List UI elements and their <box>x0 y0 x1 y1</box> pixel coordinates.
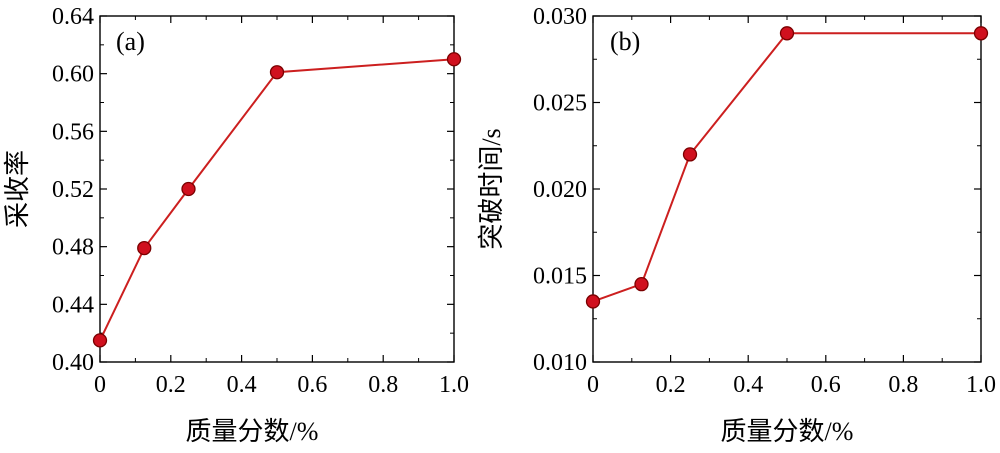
series-line <box>99 58 455 341</box>
data-point <box>181 181 196 197</box>
x-tick-label: 0.6 <box>811 372 841 398</box>
data-point <box>446 52 462 67</box>
y-tick-label: 0.56 <box>52 119 94 145</box>
chart-panel-b: 0.010 0.015 0.020 0.025 0.030 0 0.2 0.4 0.6 0.8 1… <box>477 4 996 446</box>
y-tick-label: 0.010 <box>533 350 587 376</box>
y-tick-label: 0.64 <box>52 4 94 30</box>
panel-label: (b) <box>610 27 640 56</box>
data-markers <box>92 52 462 348</box>
chart-panel-a: 0.400.440.480.520.560.600.64 0 0.2 0.4 0.6 0… <box>3 4 469 446</box>
tick-marks <box>592 15 982 363</box>
y-tick-label: 0.48 <box>52 235 94 261</box>
data-point <box>634 276 649 292</box>
y-tick-label: 0.025 <box>533 91 587 117</box>
series-line <box>592 32 981 303</box>
x-tick-labels: 0 0.2 0.4 0.6 0.8 1.0 <box>94 372 469 398</box>
x-tick-label: 0.4 <box>227 372 257 398</box>
y-tick-label: 0.40 <box>52 350 94 376</box>
y-tick-label: 0.030 <box>533 4 587 30</box>
data-point <box>779 26 795 41</box>
y-tick-label: 0.015 <box>533 264 587 290</box>
data-point <box>973 26 989 41</box>
y-tick-label: 0.60 <box>52 62 94 88</box>
x-tick-label: 0.2 <box>156 372 186 398</box>
y-tick-label: 0.44 <box>52 292 94 318</box>
data-point <box>682 147 698 162</box>
x-axis-title: 质量分数/% <box>186 417 319 446</box>
y-tick-labels: 0.010 0.015 0.020 0.025 0.030 <box>533 4 587 376</box>
data-point <box>269 65 285 80</box>
y-axis-title: 采收率 <box>3 150 32 228</box>
panel-label: (a) <box>116 27 145 56</box>
data-point <box>585 294 601 309</box>
tick-marks <box>99 15 455 363</box>
y-axis-title: 突破时间/s <box>477 128 506 249</box>
y-tick-label: 0.020 <box>533 177 587 203</box>
x-tick-label: 1.0 <box>966 372 996 398</box>
x-tick-label: 0.4 <box>733 372 763 398</box>
x-tick-labels: 0 0.2 0.4 0.6 0.8 1.0 <box>587 372 996 398</box>
y-tick-label: 0.52 <box>52 177 94 203</box>
x-tick-label: 0.2 <box>656 372 686 398</box>
x-tick-label: 1.0 <box>439 372 469 398</box>
x-tick-label: 0.8 <box>888 372 918 398</box>
data-point <box>137 240 152 256</box>
data-point <box>92 333 108 348</box>
x-axis-title: 质量分数/% <box>721 417 854 446</box>
data-markers <box>585 26 989 309</box>
y-tick-labels: 0.40 0.44 0.48 0.52 0.56 0.60 0.64 <box>52 4 94 376</box>
x-tick-label: 0 <box>94 372 106 398</box>
plot-frame <box>592 15 982 363</box>
x-tick-label: 0 <box>587 372 599 398</box>
x-tick-label: 0.6 <box>297 372 327 398</box>
x-tick-label: 0.8 <box>368 372 398 398</box>
